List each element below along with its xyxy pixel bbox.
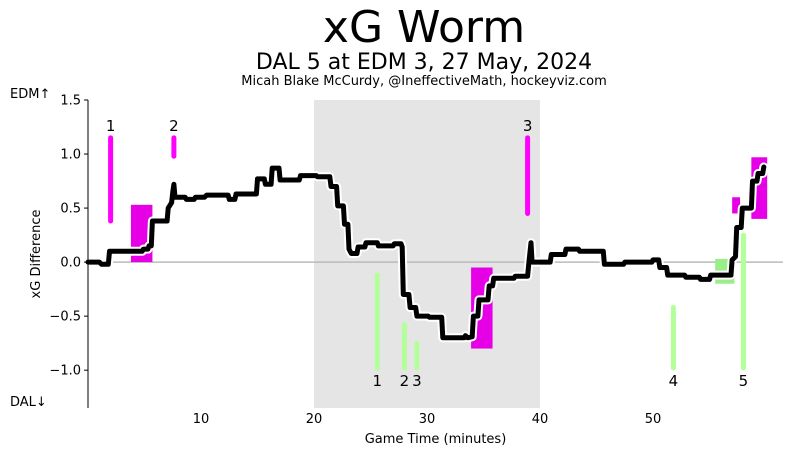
away-goal-label: 2 <box>400 372 410 390</box>
y-tick-label: 1.5 <box>60 94 81 109</box>
goal-labels: 1 2 31 2 3 4 5 <box>106 117 748 390</box>
y-tick-label: 1.0 <box>60 148 81 163</box>
page-title: xG Worm <box>322 2 526 53</box>
away-goal-label: 4 <box>669 372 679 390</box>
home-goal-label: 2 <box>169 117 179 135</box>
game-subtitle: DAL 5 at EDM 3, 27 May, 2024 <box>255 50 593 75</box>
y-ticks: 1.5 1.0 0.5 0.0 −0.5 −1.0 <box>49 94 88 379</box>
x-tick-label: 40 <box>532 412 549 427</box>
worm-line <box>85 164 767 341</box>
x-axis-label: Game Time (minutes) <box>365 432 507 447</box>
x-tick-label: 20 <box>306 412 323 427</box>
edm-direction-label: EDM↑ <box>10 87 51 102</box>
x-tick-label: 10 <box>193 412 210 427</box>
home-goal-label: 3 <box>523 117 533 135</box>
dal-direction-label: DAL↓ <box>10 395 47 410</box>
away-goal-label: 5 <box>739 372 749 390</box>
y-tick-label: 0.5 <box>60 202 81 217</box>
author-credit: Micah Blake McCurdy, @IneffectiveMath, h… <box>241 74 607 89</box>
x-ticks: 10 20 30 40 50 <box>193 412 662 427</box>
home-xg-box <box>732 197 741 214</box>
y-tick-label: 0.0 <box>60 256 81 271</box>
x-tick-label: 50 <box>645 412 662 427</box>
away-goal-label: 1 <box>373 372 383 390</box>
y-axis-label: xG Difference <box>29 210 44 299</box>
y-tick-label: −0.5 <box>49 310 81 325</box>
x-tick-label: 30 <box>419 412 436 427</box>
away-goal-label: 3 <box>412 372 422 390</box>
home-goal-label: 1 <box>106 117 116 135</box>
y-tick-label: −1.0 <box>49 364 81 379</box>
goal-bars <box>108 135 746 371</box>
